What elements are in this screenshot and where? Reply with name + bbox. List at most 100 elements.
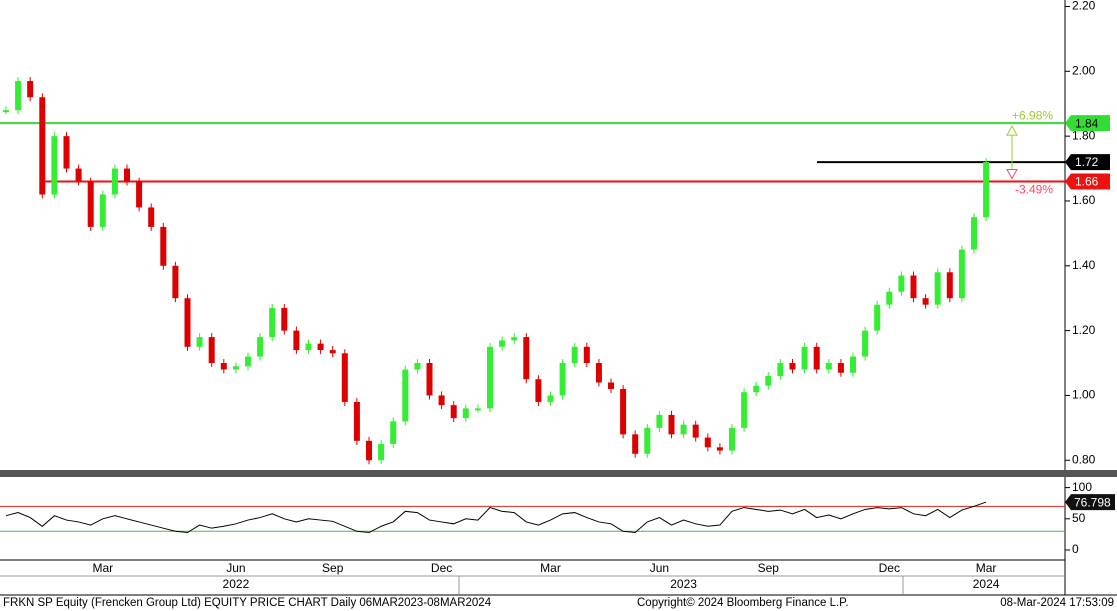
annotation: +6.98% — [1012, 108, 1053, 122]
x-tick-label: Sep — [758, 561, 780, 575]
y-tick-label: 1.00 — [1072, 388, 1096, 402]
x-tick-label: Jun — [226, 561, 245, 575]
rsi-line — [5, 501, 987, 534]
candle — [946, 272, 953, 299]
candle — [620, 388, 627, 435]
candle — [426, 363, 433, 396]
candle — [571, 346, 578, 364]
candle — [716, 447, 723, 451]
candle — [232, 366, 239, 370]
candle — [172, 265, 179, 299]
candle — [245, 356, 251, 367]
candle — [136, 181, 143, 208]
candle — [656, 414, 663, 428]
candle — [366, 440, 372, 461]
candle — [462, 408, 469, 419]
candle — [111, 168, 118, 195]
candle — [269, 307, 276, 338]
candle — [487, 346, 493, 409]
level-label: 1.66 — [1075, 175, 1099, 189]
candle — [305, 343, 312, 351]
candle — [160, 226, 167, 266]
candle — [692, 424, 699, 438]
candle — [353, 401, 360, 441]
candle — [208, 337, 215, 364]
y-tick-label: 2.00 — [1072, 63, 1096, 77]
candle — [983, 162, 990, 218]
candle — [378, 444, 385, 461]
candle — [438, 395, 445, 406]
y-tick-label: 0.80 — [1072, 452, 1096, 466]
candle — [329, 350, 336, 354]
candle — [958, 249, 965, 299]
x-tick-label: Mar — [92, 561, 113, 575]
candle — [196, 337, 203, 347]
candle — [450, 405, 457, 419]
panel-divider — [0, 470, 1117, 477]
candle — [51, 136, 58, 195]
candle — [789, 363, 796, 370]
candle — [27, 81, 34, 98]
level-label: 1.84 — [1075, 116, 1099, 130]
candle — [753, 385, 760, 393]
candle — [729, 427, 735, 451]
candle — [680, 424, 687, 435]
candle — [934, 272, 941, 305]
candle — [63, 136, 70, 169]
candle — [837, 363, 844, 373]
arrow-down — [1006, 169, 1018, 180]
y-tick-label: 1.40 — [1072, 258, 1096, 272]
candle — [765, 376, 772, 386]
year-label: 2023 — [670, 577, 697, 591]
annotation: -3.49% — [1015, 183, 1053, 197]
candle — [886, 291, 893, 305]
candle — [813, 346, 820, 370]
x-tick-label: Mar — [540, 561, 561, 575]
y-tick-label: 1.20 — [1072, 323, 1096, 337]
level-label: 1.72 — [1075, 155, 1099, 169]
candle — [499, 340, 506, 347]
candle — [922, 298, 929, 305]
x-tick-label: Jun — [650, 561, 669, 575]
candle — [595, 363, 602, 383]
candle — [777, 363, 784, 376]
candle — [75, 168, 82, 182]
candle — [971, 217, 977, 250]
candle — [583, 346, 590, 364]
candle — [317, 343, 324, 351]
candle — [39, 97, 46, 195]
candle — [850, 356, 856, 373]
arrow-up — [1006, 125, 1018, 136]
y-tick-label: 100 — [1072, 480, 1092, 494]
candle — [15, 81, 22, 111]
last-value-label: 76.798 — [1074, 495, 1111, 509]
candle — [148, 207, 155, 227]
candle — [898, 275, 905, 292]
y-tick-label: 0 — [1072, 542, 1079, 556]
candle — [862, 330, 869, 357]
year-label: 2024 — [973, 577, 1000, 591]
candle — [668, 414, 675, 435]
level-label-box — [1065, 154, 1110, 171]
candle — [632, 434, 639, 454]
candle — [741, 392, 748, 428]
candle — [184, 298, 191, 347]
y-tick-label: 50 — [1072, 511, 1086, 525]
candle — [523, 337, 530, 380]
y-tick-label: 2.20 — [1072, 0, 1096, 13]
candle — [644, 427, 651, 454]
footer-right: 08-Mar-2024 17:53:09 — [1000, 597, 1114, 609]
level-label-box — [1065, 115, 1110, 132]
level-label-box — [1065, 173, 1110, 190]
candle — [341, 353, 348, 402]
candle — [474, 408, 481, 411]
candle — [402, 369, 409, 422]
candle — [559, 363, 566, 396]
candle — [874, 304, 881, 331]
x-tick-label: Dec — [879, 561, 900, 575]
candle — [801, 346, 808, 370]
candle — [535, 379, 542, 402]
last-value-box — [1065, 494, 1115, 511]
candle — [547, 395, 554, 402]
